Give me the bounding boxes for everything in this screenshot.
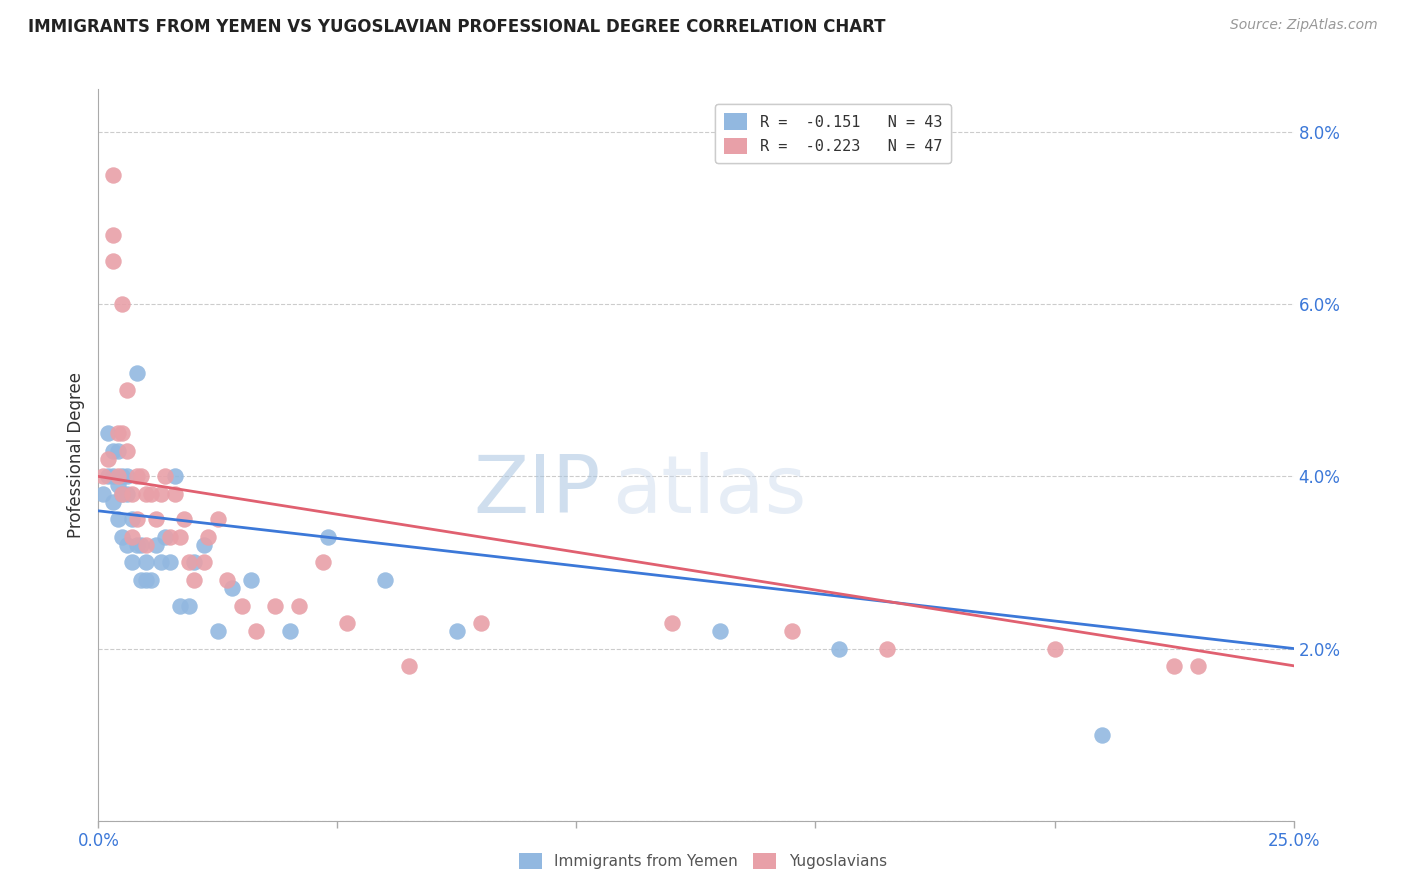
Point	[107, 443, 129, 458]
Point	[101, 495, 124, 509]
Point	[111, 426, 134, 441]
Point	[125, 538, 148, 552]
Point	[288, 599, 311, 613]
Point	[193, 538, 215, 552]
Point	[163, 486, 186, 500]
Point	[231, 599, 253, 613]
Point	[115, 384, 138, 398]
Point	[111, 530, 134, 544]
Point	[245, 624, 267, 639]
Point	[278, 624, 301, 639]
Point	[828, 641, 851, 656]
Point	[183, 573, 205, 587]
Point	[115, 486, 138, 500]
Point	[125, 512, 148, 526]
Point	[1043, 641, 1066, 656]
Point	[107, 426, 129, 441]
Point	[240, 573, 263, 587]
Point	[121, 512, 143, 526]
Point	[121, 530, 143, 544]
Point	[115, 538, 138, 552]
Point	[316, 530, 339, 544]
Point	[169, 530, 191, 544]
Point	[312, 556, 335, 570]
Point	[169, 599, 191, 613]
Legend: R =  -0.151   N = 43, R =  -0.223   N = 47: R = -0.151 N = 43, R = -0.223 N = 47	[716, 104, 952, 163]
Point	[163, 469, 186, 483]
Point	[193, 556, 215, 570]
Point	[336, 615, 359, 630]
Point	[661, 615, 683, 630]
Point	[97, 452, 120, 467]
Text: Source: ZipAtlas.com: Source: ZipAtlas.com	[1230, 18, 1378, 32]
Point	[207, 512, 229, 526]
Point	[115, 469, 138, 483]
Point	[155, 469, 177, 483]
Point	[876, 641, 898, 656]
Point	[149, 556, 172, 570]
Point	[264, 599, 287, 613]
Point	[101, 443, 124, 458]
Point	[135, 573, 157, 587]
Point	[446, 624, 468, 639]
Point	[101, 168, 124, 182]
Point	[107, 512, 129, 526]
Point	[470, 615, 492, 630]
Point	[159, 530, 181, 544]
Point	[131, 573, 153, 587]
Point	[111, 486, 134, 500]
Point	[139, 486, 162, 500]
Point	[125, 469, 148, 483]
Point	[111, 486, 134, 500]
Point	[179, 556, 201, 570]
Point	[173, 512, 195, 526]
Point	[149, 486, 172, 500]
Point	[135, 538, 157, 552]
Point	[97, 469, 120, 483]
Point	[111, 297, 134, 311]
Point	[101, 469, 124, 483]
Point	[111, 469, 134, 483]
Point	[374, 573, 396, 587]
Point	[121, 556, 143, 570]
Point	[97, 426, 120, 441]
Point	[135, 486, 157, 500]
Point	[145, 512, 167, 526]
Point	[107, 469, 129, 483]
Point	[709, 624, 731, 639]
Point	[221, 582, 243, 596]
Legend: Immigrants from Yemen, Yugoslavians: Immigrants from Yemen, Yugoslavians	[513, 847, 893, 875]
Point	[139, 573, 162, 587]
Point	[398, 658, 420, 673]
Text: IMMIGRANTS FROM YEMEN VS YUGOSLAVIAN PROFESSIONAL DEGREE CORRELATION CHART: IMMIGRANTS FROM YEMEN VS YUGOSLAVIAN PRO…	[28, 18, 886, 36]
Point	[217, 573, 239, 587]
Text: atlas: atlas	[613, 452, 807, 531]
Point	[107, 478, 129, 492]
Text: ZIP: ZIP	[472, 452, 600, 531]
Point	[145, 538, 167, 552]
Point	[780, 624, 803, 639]
Point	[131, 469, 153, 483]
Point	[101, 254, 124, 268]
Point	[121, 486, 143, 500]
Point	[101, 228, 124, 243]
Point	[91, 469, 114, 483]
Point	[155, 530, 177, 544]
Point	[1163, 658, 1185, 673]
Point	[159, 556, 181, 570]
Point	[1187, 658, 1209, 673]
Point	[1091, 728, 1114, 742]
Point	[115, 443, 138, 458]
Point	[131, 538, 153, 552]
Point	[183, 556, 205, 570]
Y-axis label: Professional Degree: Professional Degree	[67, 372, 86, 538]
Point	[135, 556, 157, 570]
Point	[125, 366, 148, 380]
Point	[91, 486, 114, 500]
Point	[179, 599, 201, 613]
Point	[207, 624, 229, 639]
Point	[197, 530, 219, 544]
